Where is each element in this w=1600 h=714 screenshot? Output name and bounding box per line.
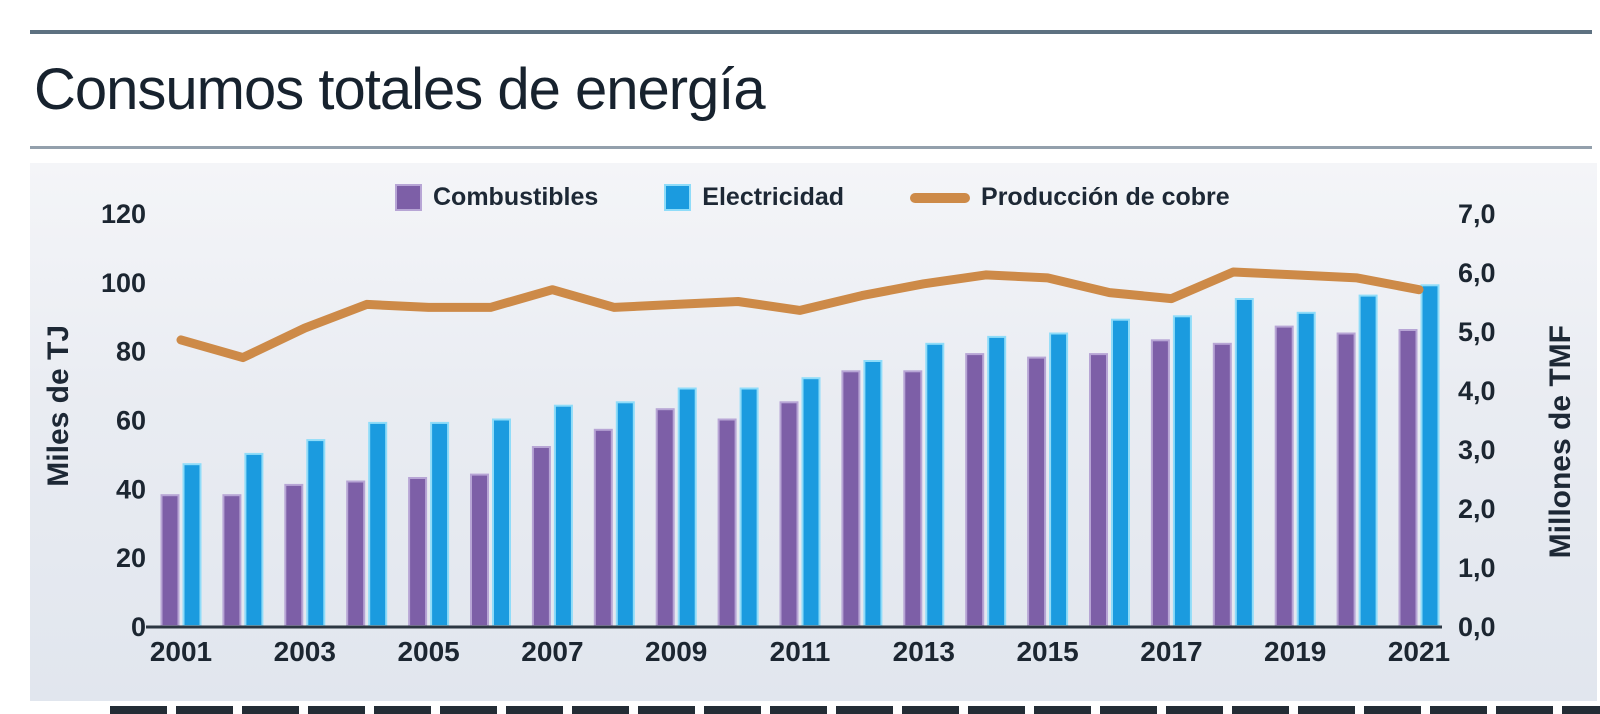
- legend-item-electricidad: Electricidad: [664, 183, 844, 212]
- y-tick-right-0,0: 0,0: [1458, 612, 1496, 642]
- bar-combustibles-2006: [470, 473, 489, 627]
- y-tick-right-1,0: 1,0: [1458, 553, 1496, 583]
- bar-combustibles-2015: [1027, 356, 1047, 627]
- y-tick-left-40: 40: [116, 474, 146, 504]
- bar-electricidad-2021: [1420, 284, 1440, 627]
- legend-item-combustibles: Combustibles: [395, 183, 598, 212]
- x-tick-2003: 2003: [274, 636, 336, 667]
- bar-combustibles-2016: [1089, 353, 1108, 627]
- y-tick-left-20: 20: [116, 543, 146, 573]
- bar-electricidad-2013: [925, 342, 945, 627]
- x-tick-2021: 2021: [1388, 636, 1450, 667]
- electricidad-swatch-icon: [664, 184, 692, 211]
- bar-electricidad-2014: [987, 335, 1007, 627]
- y-tick-right-4,0: 4,0: [1458, 376, 1496, 406]
- bar-combustibles-2001: [160, 494, 180, 628]
- bar-electricidad-2006: [492, 418, 511, 627]
- bar-electricidad-2016: [1111, 318, 1130, 627]
- line-produccion-de-cobre: [176, 267, 1424, 363]
- title-underline: [30, 146, 1592, 149]
- bar-electricidad-2001: [182, 463, 202, 628]
- bar-electricidad-2019: [1296, 311, 1316, 627]
- bar-combustibles-2017: [1150, 339, 1170, 627]
- x-tick-2015: 2015: [1016, 636, 1078, 667]
- bar-electricidad-2010: [739, 387, 759, 627]
- produccion-cobre-line-swatch-icon: [910, 192, 971, 203]
- x-tick-2011: 2011: [770, 636, 831, 667]
- legend-label-electricidad: Electricidad: [702, 183, 845, 211]
- bottom-dashed-strip: [110, 706, 1600, 714]
- x-tick-2009: 2009: [645, 636, 707, 667]
- bar-combustibles-2003: [284, 483, 304, 627]
- bar-combustibles-2012: [841, 370, 861, 627]
- x-tick-2013: 2013: [893, 636, 955, 667]
- bar-electricidad-2003: [306, 439, 326, 627]
- bar-combustibles-2018: [1212, 342, 1232, 627]
- bar-electricidad-2009: [677, 387, 697, 627]
- x-tick-2005: 2005: [397, 636, 459, 667]
- x-tick-2007: 2007: [521, 636, 583, 667]
- legend-label-combustibles: Combustibles: [433, 183, 599, 211]
- bar-combustibles-2005: [408, 477, 428, 627]
- page-title: Consumos totales de energía: [34, 57, 766, 122]
- bar-combustibles-2021: [1398, 329, 1418, 627]
- y-tick-right-3,0: 3,0: [1458, 435, 1496, 465]
- bar-combustibles-2020: [1336, 332, 1356, 627]
- bar-electricidad-2015: [1049, 332, 1069, 627]
- bar-electricidad-2005: [430, 421, 450, 627]
- x-tick-2017: 2017: [1140, 636, 1202, 667]
- bar-combustibles-2002: [222, 494, 242, 628]
- bar-electricidad-2002: [244, 452, 264, 627]
- bar-electricidad-2017: [1172, 315, 1192, 628]
- bar-combustibles-2008: [593, 428, 613, 627]
- y-tick-left-80: 80: [116, 337, 146, 367]
- y-tick-left-120: 120: [101, 199, 146, 229]
- y-tick-left-100: 100: [101, 268, 146, 298]
- top-divider: [30, 30, 1592, 34]
- bar-electricidad-2018: [1234, 298, 1254, 627]
- bar-combustibles-2013: [903, 370, 923, 627]
- x-tick-2001: 2001: [150, 636, 212, 667]
- bar-electricidad-2011: [801, 377, 821, 628]
- legend-label-produccion-cobre: Producción de cobre: [981, 183, 1230, 211]
- y-tick-left-60: 60: [116, 406, 146, 436]
- bar-combustibles-2019: [1274, 325, 1294, 627]
- y-tick-right-5,0: 5,0: [1458, 317, 1496, 347]
- bar-electricidad-2020: [1358, 294, 1378, 627]
- bar-electricidad-2012: [863, 360, 883, 627]
- bar-combustibles-2007: [531, 446, 551, 627]
- chart-legend: Combustibles Electricidad Producción de …: [395, 183, 1230, 212]
- legend-item-produccion-cobre: Producción de cobre: [910, 183, 1230, 212]
- combustibles-swatch-icon: [395, 184, 422, 211]
- y-tick-right-2,0: 2,0: [1458, 494, 1496, 524]
- bar-combustibles-2010: [717, 418, 737, 627]
- bar-electricidad-2008: [615, 401, 635, 627]
- bar-electricidad-2007: [553, 404, 573, 628]
- bar-combustibles-2009: [655, 408, 675, 628]
- y-tick-right-6,0: 6,0: [1458, 258, 1496, 288]
- bar-combustibles-2014: [965, 353, 985, 627]
- bar-electricidad-2004: [368, 421, 388, 627]
- bar-combustibles-2004: [346, 480, 366, 627]
- y-tick-left-0: 0: [131, 612, 146, 642]
- y-tick-right-7,0: 7,0: [1458, 199, 1496, 229]
- x-tick-2019: 2019: [1264, 636, 1326, 667]
- bar-combustibles-2011: [779, 401, 799, 627]
